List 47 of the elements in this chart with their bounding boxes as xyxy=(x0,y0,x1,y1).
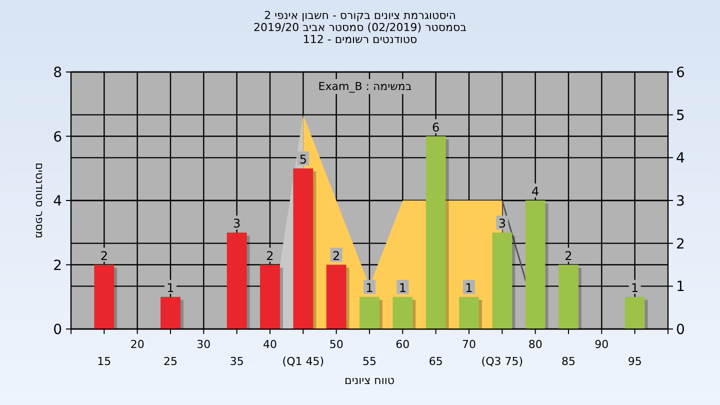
y2-tick-label: 3 xyxy=(676,194,685,210)
data-label: 5 xyxy=(299,152,307,166)
data-label: 2 xyxy=(564,248,572,263)
data-label: 3 xyxy=(498,216,506,231)
x2-tick-label: 55 xyxy=(362,355,376,368)
y2-tick-label: 2 xyxy=(676,236,685,252)
data-label: 2 xyxy=(100,248,108,263)
x-tick-label: 40 xyxy=(263,338,277,351)
data-label: 1 xyxy=(166,280,174,295)
y-tick-label: 0 xyxy=(53,322,62,338)
x2-tick-label: 95 xyxy=(628,355,642,368)
x-tick-label: 30 xyxy=(196,338,211,351)
x-tick-label: 50 xyxy=(329,338,344,351)
y-tick-label: 2 xyxy=(53,258,62,274)
x-axis-title: טווח ציונים xyxy=(344,374,394,387)
y2-tick-label: 5 xyxy=(676,108,685,124)
data-label: 1 xyxy=(631,280,639,295)
x-tick-label: 90 xyxy=(594,338,609,351)
data-label: 1 xyxy=(465,280,473,295)
data-label: 2 xyxy=(266,248,274,263)
y-tick-label: 6 xyxy=(53,129,62,146)
x2-tick-label: (Q1 45) xyxy=(282,355,324,368)
x-tick-label: 70 xyxy=(462,338,476,351)
data-label: 3 xyxy=(233,216,241,231)
data-label: 4 xyxy=(532,184,540,198)
x2-tick-label: 15 xyxy=(97,355,112,368)
chart-title: היסטוגרמת ציונים בקורס - חשבון אינפי 2 בסמסטר (02/2019) סמסטר אביב 2019/20 סטודנטים רשומים - 112 xyxy=(253,9,467,46)
x2-tick-label: 65 xyxy=(428,355,443,368)
y-tick-label: 8 xyxy=(53,65,62,81)
y-axis-title: מספר סטודנטים xyxy=(33,162,46,238)
x2-tick-label: 25 xyxy=(164,355,178,368)
x-tick-label: 60 xyxy=(396,338,410,351)
x-tick-label: 80 xyxy=(528,338,542,351)
y2-tick-label: 6 xyxy=(676,65,685,81)
x-tick-label: 20 xyxy=(130,338,144,351)
annotation: במשימה : Exam_B xyxy=(318,80,412,93)
data-label: 1 xyxy=(398,280,406,295)
y2-tick-label: 4 xyxy=(676,150,685,167)
y-tick-label: 4 xyxy=(53,194,62,210)
x2-tick-label: 35 xyxy=(230,355,244,368)
y2-tick-label: 1 xyxy=(676,279,685,296)
x2-tick-label: (Q3 75) xyxy=(481,355,524,368)
y2-tick-label: 0 xyxy=(676,322,685,338)
data-label: 6 xyxy=(432,120,440,134)
x2-tick-label: 85 xyxy=(562,355,576,368)
data-label: 2 xyxy=(332,248,340,263)
data-label: 1 xyxy=(366,280,374,295)
